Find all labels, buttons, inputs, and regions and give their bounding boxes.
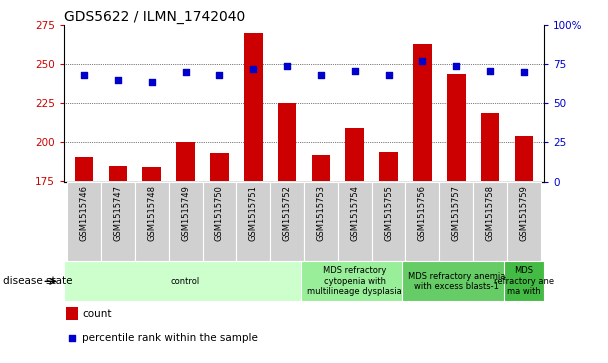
Bar — [379, 152, 398, 182]
Text: GSM1515758: GSM1515758 — [486, 185, 494, 241]
Point — [519, 69, 529, 75]
Bar — [67, 182, 101, 261]
Bar — [244, 33, 263, 182]
Bar — [507, 182, 541, 261]
Point — [451, 63, 461, 69]
Text: GSM1515747: GSM1515747 — [114, 185, 122, 241]
Bar — [473, 182, 507, 261]
Bar — [270, 182, 304, 261]
Point — [418, 58, 427, 64]
Bar — [300, 261, 409, 301]
Text: GSM1515750: GSM1515750 — [215, 185, 224, 241]
Text: GSM1515748: GSM1515748 — [147, 185, 156, 241]
Point — [181, 69, 190, 75]
Text: GSM1515757: GSM1515757 — [452, 185, 461, 241]
Bar — [514, 136, 533, 182]
Bar — [345, 129, 364, 182]
Point — [316, 73, 326, 78]
Bar — [66, 307, 78, 320]
Point — [113, 77, 123, 83]
Bar — [402, 261, 510, 301]
Bar — [237, 182, 270, 261]
Bar — [142, 167, 161, 182]
Point — [485, 68, 495, 74]
Bar — [338, 182, 371, 261]
Bar — [440, 182, 473, 261]
Bar — [210, 154, 229, 182]
Bar — [109, 166, 127, 182]
Text: disease state: disease state — [3, 276, 72, 286]
Bar — [64, 261, 308, 301]
Text: MDS refractory
cytopenia with
multilineage dysplasia: MDS refractory cytopenia with multilinea… — [308, 266, 402, 296]
Bar — [176, 142, 195, 182]
Text: GSM1515751: GSM1515751 — [249, 185, 258, 241]
Bar — [278, 103, 296, 182]
Text: percentile rank within the sample: percentile rank within the sample — [82, 333, 258, 343]
Text: control: control — [171, 277, 200, 286]
Text: count: count — [82, 309, 112, 319]
Text: GDS5622 / ILMN_1742040: GDS5622 / ILMN_1742040 — [64, 11, 245, 24]
Text: GSM1515755: GSM1515755 — [384, 185, 393, 241]
Bar — [101, 182, 135, 261]
Text: GSM1515749: GSM1515749 — [181, 185, 190, 241]
Point — [79, 73, 89, 78]
Bar — [406, 182, 440, 261]
Bar — [413, 44, 432, 182]
Bar — [75, 156, 94, 182]
Text: GSM1515753: GSM1515753 — [316, 185, 325, 241]
Text: GSM1515752: GSM1515752 — [283, 185, 292, 241]
Bar — [481, 113, 499, 182]
Point — [147, 79, 157, 85]
Text: MDS
refractory ane
ma with: MDS refractory ane ma with — [494, 266, 554, 296]
Bar — [447, 74, 466, 182]
Point — [215, 73, 224, 78]
Bar — [304, 182, 338, 261]
Text: MDS refractory anemia
with excess blasts-1: MDS refractory anemia with excess blasts… — [407, 272, 505, 291]
Point — [350, 68, 359, 74]
Bar — [312, 155, 330, 182]
Text: GSM1515756: GSM1515756 — [418, 185, 427, 241]
Point — [282, 63, 292, 69]
Point — [67, 335, 77, 341]
Bar — [371, 182, 406, 261]
Text: GSM1515754: GSM1515754 — [350, 185, 359, 241]
Text: GSM1515746: GSM1515746 — [80, 185, 89, 241]
Bar — [135, 182, 168, 261]
Bar — [503, 261, 544, 301]
Point — [249, 66, 258, 72]
Bar — [168, 182, 202, 261]
Point — [384, 73, 393, 78]
Bar — [202, 182, 237, 261]
Text: GSM1515759: GSM1515759 — [519, 185, 528, 241]
